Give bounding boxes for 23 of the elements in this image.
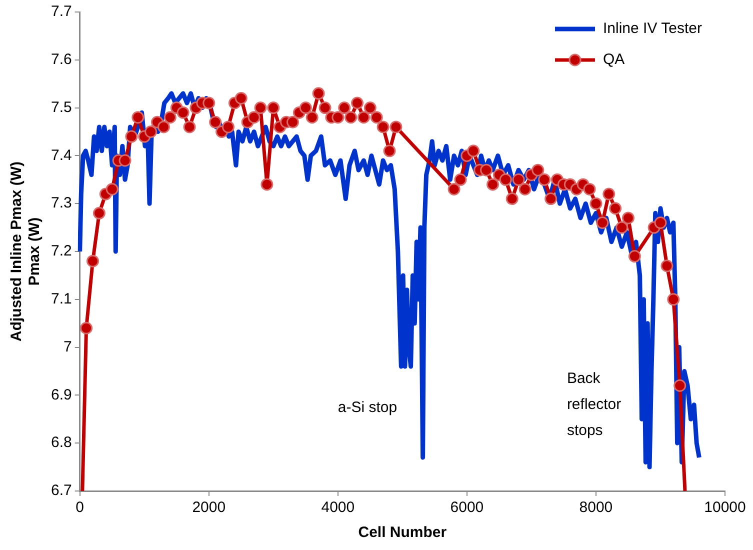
y-tick-label: 7 xyxy=(64,338,72,356)
x-axis-title: Cell Number xyxy=(358,524,447,542)
x-tick-label: 2000 xyxy=(192,499,226,516)
y-tick-label: 7.6 xyxy=(50,51,72,68)
y-axis-title: Adjusted Inline Pmax (W) Pmax (W) xyxy=(8,161,44,342)
y-tick-label: 6.8 xyxy=(50,434,72,452)
y-tick-label: 7.7 xyxy=(50,3,72,20)
y-tick-label: 6.7 xyxy=(50,482,72,500)
x-tick-label: 10000 xyxy=(704,499,746,516)
x-tick-label: 6000 xyxy=(450,499,484,516)
y-tick-label: 7.5 xyxy=(50,98,72,116)
y-tick-label: 6.9 xyxy=(50,386,72,404)
y-tick-label: 7.4 xyxy=(50,146,72,164)
annotation: a-Si stop xyxy=(338,398,398,418)
annotation: Back reflector stops xyxy=(566,369,622,442)
y-tick-label: 7.3 xyxy=(50,194,72,212)
legend-label: Inline IV Tester xyxy=(603,20,702,37)
x-tick-label: 4000 xyxy=(321,499,355,516)
x-tick-label: 0 xyxy=(76,499,84,516)
y-tick-label: 7.2 xyxy=(50,242,72,260)
legend-label: QA xyxy=(603,51,625,68)
y-tick-label: 7.1 xyxy=(50,290,72,308)
x-tick-label: 8000 xyxy=(579,499,613,516)
